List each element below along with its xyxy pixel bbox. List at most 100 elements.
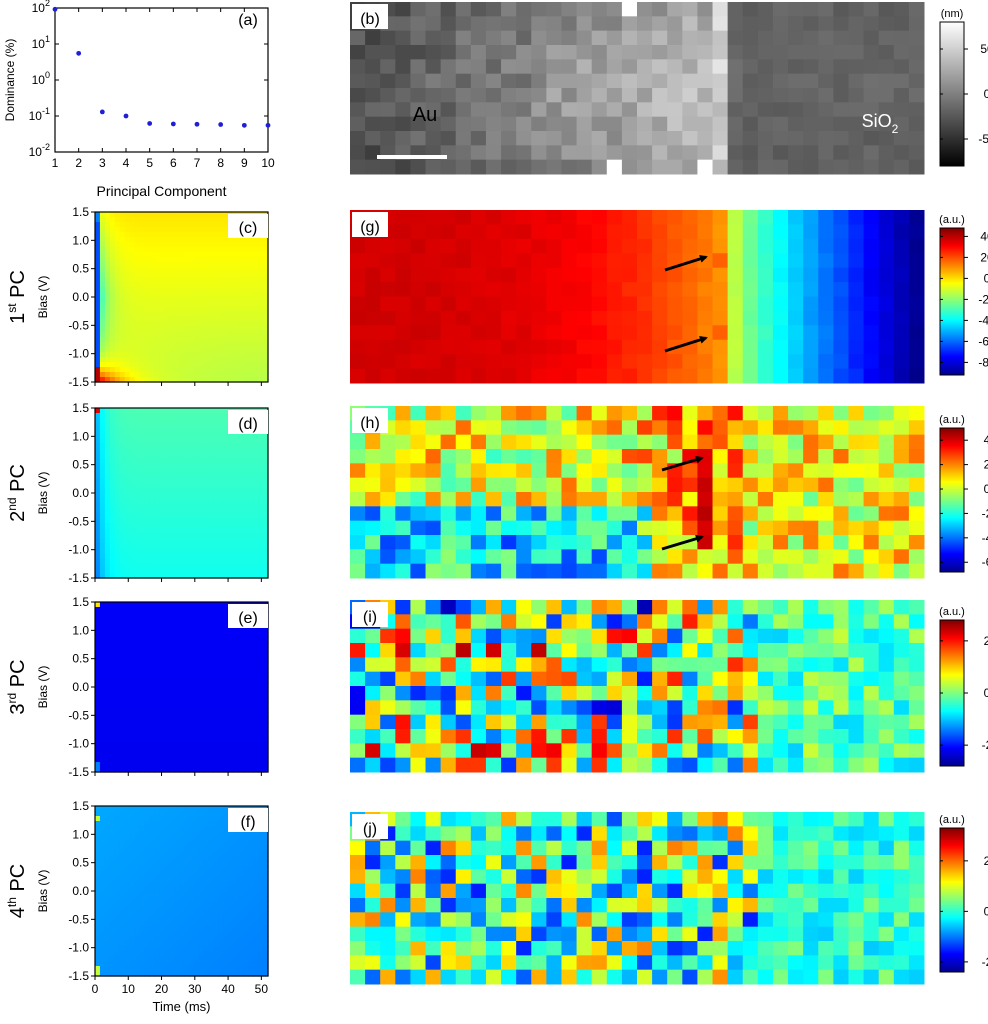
heatmap-cell [213,232,220,238]
heatmap-cell [243,433,249,439]
heatmap-cell [223,936,230,942]
heatmap-cell [253,672,259,678]
heatmap-cell [179,257,185,263]
heatmap-cell [213,851,220,857]
heatmap-cell [253,642,259,648]
heatmap-cell [253,503,259,509]
heatmap-cell [238,362,244,368]
heatmap-cell [228,297,234,303]
panel-label: (f) [240,814,255,831]
heatmap-cell [169,747,175,753]
heatmap-cell [218,438,225,444]
heatmap-cell [203,901,210,907]
heatmap-cell [159,337,165,343]
heatmap-cell [159,342,165,348]
heatmap-cell [154,831,160,837]
heatmap-cell [198,866,205,872]
heatmap-cell [164,367,170,373]
heatmap-cell [238,262,244,268]
heatmap-cell [124,936,131,942]
heatmap-cell [223,632,230,638]
heatmap-cell [99,257,106,263]
heatmap-cell [159,891,165,897]
heatmap-cell [109,508,116,514]
heatmap-cell [193,956,200,962]
heatmap-cell [129,767,136,773]
heatmap-cell [154,448,160,454]
heatmap-cell [104,662,111,668]
heatmap-cell [124,806,131,812]
heatmap-cell [174,408,180,414]
heatmap-cell [99,543,106,549]
heatmap-cell [114,252,121,258]
heatmap-cell [109,503,116,509]
heatmap-cell [134,277,141,283]
heatmap-cell [263,433,269,439]
heatmap-cell [95,951,101,957]
heatmap-cell [119,513,126,519]
heatmap-cell [124,523,131,529]
heatmap-cell [218,347,225,353]
heatmap-cell [233,677,239,683]
heatmap-cell [164,921,170,927]
heatmap-cell [228,747,234,753]
heatmap-cell [223,528,230,534]
heatmap-cell [263,533,269,539]
heatmap-cell [124,871,131,877]
heatmap-cell [198,662,205,668]
heatmap-cell [258,647,264,653]
heatmap-cell [179,277,185,283]
heatmap-cell [129,881,136,887]
heatmap-cell [174,443,180,449]
heatmap-cell [188,443,195,449]
heatmap-cell [174,891,180,897]
heatmap-cell [193,292,200,298]
heatmap-cell [243,553,249,559]
heatmap-cell [139,342,146,348]
heatmap-cell [169,926,175,932]
heatmap-cell [238,538,244,544]
heatmap-cell [183,463,190,469]
heatmap-cell [179,886,185,892]
heatmap-cell [258,367,264,373]
heatmap-cell [248,367,254,373]
heatmap-cell [104,468,111,474]
heatmap-cell [149,513,155,519]
heatmap-cell [193,971,200,977]
heatmap-cell [134,282,141,288]
heatmap-cell [139,702,146,708]
heatmap-cell [253,337,259,343]
heatmap-cell [208,453,215,459]
heatmap-cell [243,453,249,459]
heatmap-cell [124,212,131,218]
y-tick-label: 1.0 [72,623,89,637]
heatmap-cell [134,707,141,713]
heatmap-cell [208,866,215,872]
heatmap-cell [248,931,254,937]
heatmap-cell [99,357,106,363]
heatmap-cell [159,657,165,663]
heatmap-cell [263,503,269,509]
heatmap-cell [149,926,155,932]
heatmap-cell [149,757,155,763]
heatmap-cell [124,916,131,922]
heatmap-cell [218,543,225,549]
heatmap-cell [99,856,106,862]
heatmap-cell [109,367,116,373]
heatmap-cell [233,687,239,693]
heatmap-cell [243,911,249,917]
heatmap-cell [154,821,160,827]
heatmap-cell [193,642,200,648]
heatmap-cell [174,573,180,579]
heatmap-cell [99,342,106,348]
heatmap-cell [109,921,116,927]
heatmap-cell [203,891,210,897]
heatmap-cell [154,267,160,273]
heatmap-cell [174,757,180,763]
heatmap-cell [223,647,230,653]
heatmap-cell [164,767,170,773]
map-cell [908,2,925,17]
heatmap-cell [124,357,131,363]
heatmap-cell [223,568,230,574]
heatmap-cell [218,936,225,942]
